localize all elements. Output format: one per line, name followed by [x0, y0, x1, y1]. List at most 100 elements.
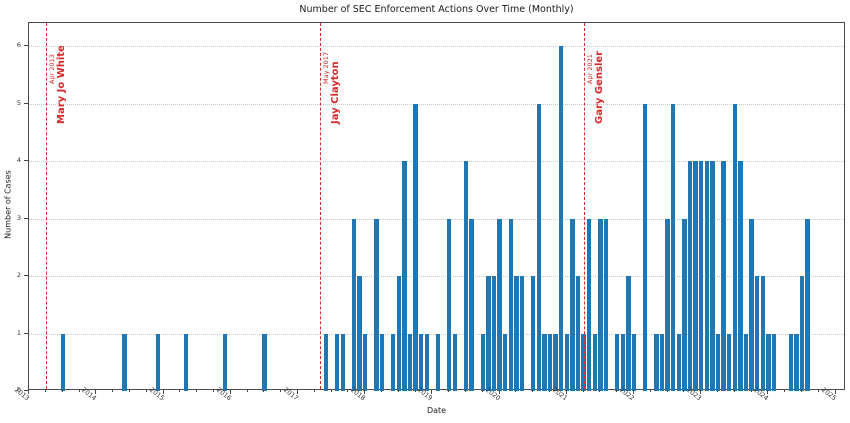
bar-2020-07 [531, 276, 536, 391]
bar-2022-10 [682, 218, 687, 391]
bar-2023-03 [710, 161, 715, 391]
annotation-date-2021-04: Apr 2021 [585, 54, 594, 84]
bar-2021-01 [564, 333, 569, 391]
bar-2022-12 [693, 161, 698, 391]
bar-2018-03 [374, 218, 379, 391]
y-tick-5 [24, 102, 28, 104]
x-minor-tick [129, 390, 131, 392]
bar-2020-02 [503, 333, 508, 391]
x-minor-tick [465, 390, 467, 392]
y-tick-3 [24, 217, 28, 219]
x-tick-2016 [229, 390, 231, 394]
vline-gary-gensler [583, 23, 585, 389]
bar-2020-01 [497, 218, 502, 391]
y-tick-2 [24, 275, 28, 276]
bar-2018-10 [413, 103, 418, 391]
bar-2023-09 [743, 333, 749, 391]
y-tick-6 [24, 45, 28, 46]
x-minor-tick [196, 390, 198, 392]
y-tick-label-6: 6 [16, 41, 21, 49]
bar-2020-05 [519, 276, 525, 391]
y-tick-label-5: 5 [16, 98, 21, 107]
x-tick-2021 [565, 390, 567, 394]
gridline-y4 [29, 161, 844, 162]
bar-2024-01 [766, 333, 771, 391]
x-minor-tick [397, 390, 399, 392]
bar-2022-06 [659, 333, 665, 391]
y-tick-label-4: 4 [16, 156, 21, 164]
bar-2021-06 [592, 333, 597, 391]
bar-2023-02 [704, 161, 709, 391]
x-tick-2022 [632, 390, 634, 394]
y-tick-0 [24, 390, 28, 391]
bar-2015-12 [223, 333, 228, 391]
bar-2023-12 [760, 276, 765, 391]
x-minor-tick [448, 390, 450, 392]
bar-2017-11 [351, 218, 357, 391]
bar-2017-06 [323, 333, 329, 391]
plot-area [28, 22, 845, 391]
bar-2023-08 [738, 161, 743, 391]
bar-2014-06 [122, 333, 127, 391]
x-minor-tick [280, 390, 282, 392]
x-minor-tick [750, 390, 752, 392]
x-minor-tick [733, 390, 735, 392]
x-minor-tick [213, 390, 215, 392]
x-minor-tick [414, 390, 416, 392]
x-tick-2025 [834, 390, 836, 394]
bar-2018-07 [396, 276, 402, 391]
bar-2021-08 [603, 218, 609, 391]
bar-2023-06 [726, 333, 732, 391]
bar-2023-10 [749, 218, 754, 391]
bar-2017-08 [335, 333, 340, 391]
x-minor-tick [616, 390, 618, 392]
bar-2018-11 [419, 333, 424, 391]
x-minor-tick [246, 390, 248, 392]
bar-2018-01 [363, 333, 368, 391]
x-tick-2013 [28, 390, 30, 394]
x-minor-tick [549, 390, 550, 392]
x-minor-tick [582, 390, 584, 392]
x-minor-tick [817, 390, 819, 392]
x-minor-tick [381, 390, 383, 392]
x-minor-tick [784, 390, 786, 392]
bar-2021-10 [614, 333, 620, 391]
bar-2019-05 [452, 333, 457, 391]
bar-2022-07 [665, 218, 670, 391]
bar-2019-07 [463, 161, 469, 391]
bar-2021-04 [581, 333, 586, 391]
bar-2017-09 [340, 333, 346, 391]
annotation-name-gary-gensler: Gary Gensler [593, 50, 605, 124]
gridline-y5 [29, 103, 844, 105]
bar-2020-08 [536, 103, 541, 391]
bar-2020-09 [542, 333, 547, 391]
bar-2018-12 [424, 333, 430, 391]
bar-2023-04 [715, 333, 721, 391]
bar-2020-04 [514, 276, 519, 391]
bar-2022-08 [670, 103, 676, 391]
x-minor-tick [800, 390, 802, 392]
x-minor-tick [599, 390, 601, 392]
x-minor-tick [649, 390, 651, 392]
x-minor-tick [515, 390, 517, 392]
bar-2020-03 [508, 218, 513, 391]
gridline-y2 [29, 276, 844, 277]
bar-2023-05 [721, 161, 726, 391]
y-tick-label-3: 3 [16, 213, 21, 222]
bar-2024-05 [788, 333, 793, 391]
x-tick-2020 [498, 390, 500, 394]
x-tick-2024 [767, 390, 769, 394]
gridline-y3 [29, 218, 844, 220]
x-tick-2023 [700, 390, 702, 394]
bar-2018-04 [379, 333, 385, 391]
x-minor-tick [145, 390, 147, 392]
bar-2021-11 [620, 333, 625, 391]
bar-2022-09 [676, 333, 681, 391]
bar-2021-12 [626, 276, 631, 391]
annotation-name-jay-clayton: Jay Clayton [330, 61, 342, 124]
bar-2013-07 [60, 333, 66, 391]
bar-2019-11 [486, 276, 491, 391]
x-minor-tick [330, 390, 332, 392]
bar-2016-07 [262, 333, 267, 391]
bar-2022-05 [654, 333, 659, 391]
